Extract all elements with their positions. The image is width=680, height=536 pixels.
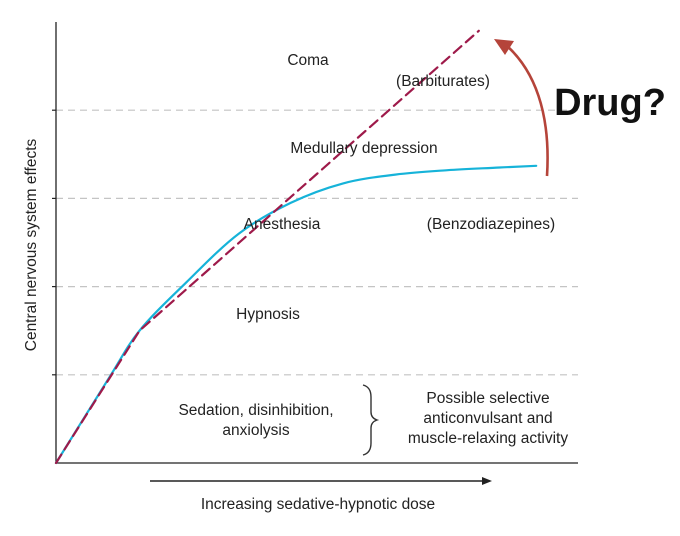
drug-question-label: Drug?	[554, 82, 666, 124]
zone-label-sedation: Sedation, disinhibition,	[178, 402, 333, 419]
gridlines	[56, 109, 578, 376]
series-label-barbiturates: (Barbiturates)	[396, 73, 490, 90]
brace	[362, 384, 380, 456]
y-axis-label: Central nervous system effects	[23, 139, 40, 352]
drug-arrowhead	[494, 39, 514, 55]
series-line-barbiturates	[54, 29, 480, 465]
x-axis-label: Increasing sedative-hypnotic dose	[201, 496, 435, 513]
zone-label-medullary-depression: Medullary depression	[290, 140, 437, 157]
bracket-note-line-2: anticonvulsant and	[423, 410, 552, 427]
axes	[52, 22, 578, 464]
zone-label-hypnosis: Hypnosis	[236, 306, 300, 323]
bracket-note-line-3: muscle-relaxing activity	[408, 430, 568, 447]
zone-label-anxiolysis: anxiolysis	[222, 422, 289, 439]
series-layer	[54, 29, 538, 465]
drug-arrow	[505, 44, 549, 177]
x-axis-arrowhead	[482, 477, 492, 485]
zone-label-anesthesia: Anesthesia	[244, 216, 321, 233]
bracket-note-line-1: Possible selective	[426, 390, 549, 407]
series-label-benzodiazepines: (Benzodiazepines)	[427, 216, 555, 233]
zone-label-coma: Coma	[287, 52, 329, 69]
series-line-benzodiazepines	[54, 164, 538, 465]
